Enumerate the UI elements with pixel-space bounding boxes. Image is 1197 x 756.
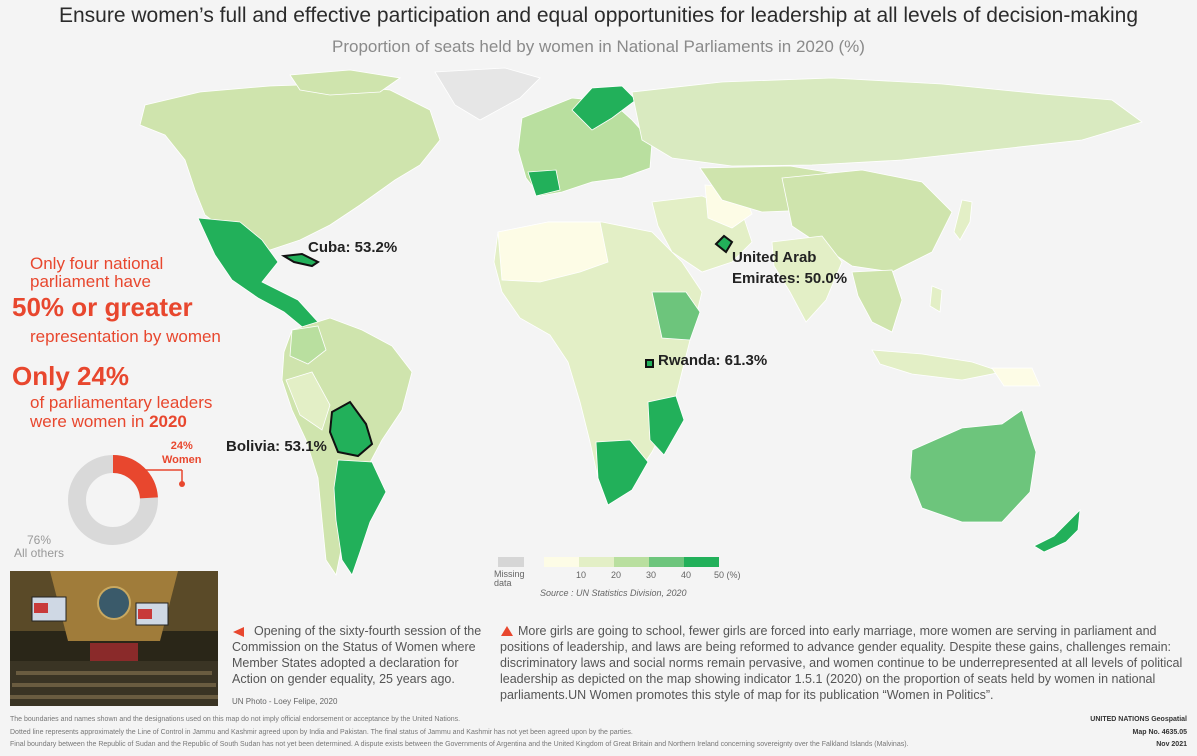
legend-tick-30: 30 bbox=[646, 570, 657, 580]
uae-callout-line1: United Arab bbox=[732, 249, 817, 266]
colombia-shape bbox=[289, 325, 327, 365]
right-caption: More girls are going to school, fewer gi… bbox=[500, 624, 1183, 702]
cuba-callout: Cuba: 53.2% bbox=[308, 239, 398, 256]
page-subtitle: Proportion of seats held by women in Nat… bbox=[332, 37, 865, 56]
bolivia-shape bbox=[328, 400, 374, 458]
footer-date: Nov 2021 bbox=[1156, 741, 1187, 748]
map-legend: Missing data 10 20 30 40 50 (%) bbox=[490, 557, 750, 588]
argentina-shape bbox=[333, 459, 387, 576]
legend-swatch-4 bbox=[649, 557, 684, 567]
legend-swatch-3 bbox=[614, 557, 649, 567]
southeast-asia-shape bbox=[851, 269, 903, 333]
left-caption-arrow-icon bbox=[233, 627, 244, 637]
world-map bbox=[139, 67, 1143, 577]
event-photo bbox=[10, 571, 218, 706]
legend-tick-50: 50 (%) bbox=[714, 570, 741, 580]
left-caption: Opening of the sixty-fourth session of t… bbox=[232, 624, 482, 686]
legend-swatch-2 bbox=[579, 557, 614, 567]
page-title: Ensure women’s full and effective partic… bbox=[58, 4, 1139, 27]
cuba-shape bbox=[280, 252, 320, 268]
north-africa-shape bbox=[497, 221, 609, 283]
bolivia-callout: Bolivia: 53.1% bbox=[226, 438, 327, 455]
rwanda-shape bbox=[645, 359, 654, 368]
stat-line4: of parliamentary leaders bbox=[30, 393, 213, 412]
footer-map-number: Map No. 4635.05 bbox=[1132, 729, 1187, 736]
greenland-shape bbox=[434, 67, 541, 121]
donut-leader-lines bbox=[142, 469, 185, 487]
footer-disclaimer-2: Dotted line represents approximately the… bbox=[10, 729, 633, 736]
australia-shape bbox=[909, 409, 1037, 523]
right-caption-arrow-icon bbox=[501, 626, 513, 636]
indonesia-shape bbox=[871, 349, 1004, 381]
legend-tick-40: 40 bbox=[681, 570, 692, 580]
footer-disclaimer-1: The boundaries and names shown and the d… bbox=[10, 716, 461, 723]
legend-missing-label: Missing data bbox=[494, 569, 525, 588]
donut-chart bbox=[68, 455, 158, 545]
legend-swatch-5 bbox=[684, 557, 719, 567]
stat-line2: parliament have bbox=[30, 272, 151, 291]
rwanda-callout: Rwanda: 61.3% bbox=[658, 352, 768, 369]
east-africa-shape bbox=[651, 291, 701, 341]
india-shape bbox=[771, 235, 843, 323]
legend-tick-20: 20 bbox=[611, 570, 622, 580]
stat-big2: Only 24% bbox=[12, 361, 130, 391]
footer-org: UNITED NATIONS Geospatial bbox=[1090, 716, 1187, 723]
donut-women-label: 24% Women bbox=[162, 440, 202, 466]
png-shape bbox=[991, 367, 1041, 387]
new-zealand-shape bbox=[1033, 508, 1081, 553]
legend-tick-10: 10 bbox=[576, 570, 587, 580]
legend-missing-swatch bbox=[498, 557, 524, 567]
donut-women-segment bbox=[68, 455, 158, 545]
iberia-shape bbox=[527, 169, 561, 197]
legend-swatch-1 bbox=[544, 557, 579, 567]
russia-shape bbox=[631, 77, 1143, 167]
uae-callout-line2: Emirates: 50.0% bbox=[732, 270, 848, 287]
event-photo-illustration bbox=[10, 571, 218, 706]
southern-africa-shape bbox=[595, 439, 649, 506]
photo-credit: UN Photo - Loey Felipe, 2020 bbox=[232, 697, 338, 706]
footer-disclaimer-3: Final boundary between the Republic of S… bbox=[10, 741, 909, 748]
japan-shape bbox=[953, 199, 973, 241]
stat-line5: were women in 2020 bbox=[30, 412, 187, 431]
north-america-shape bbox=[139, 83, 441, 251]
stat-line3: representation by women bbox=[30, 327, 221, 346]
stat-line1: Only four national bbox=[30, 254, 164, 273]
donut-others-label: 76% All others bbox=[14, 533, 65, 560]
mozambique-shape bbox=[647, 395, 685, 456]
philippines-shape bbox=[929, 285, 943, 313]
arctic-islands-shape bbox=[289, 69, 402, 96]
uae-shape bbox=[714, 234, 734, 254]
peru-shape bbox=[285, 371, 331, 431]
source-note: Source : UN Statistics Division, 2020 bbox=[540, 588, 687, 598]
stat-big1: 50% or greater bbox=[12, 292, 193, 322]
